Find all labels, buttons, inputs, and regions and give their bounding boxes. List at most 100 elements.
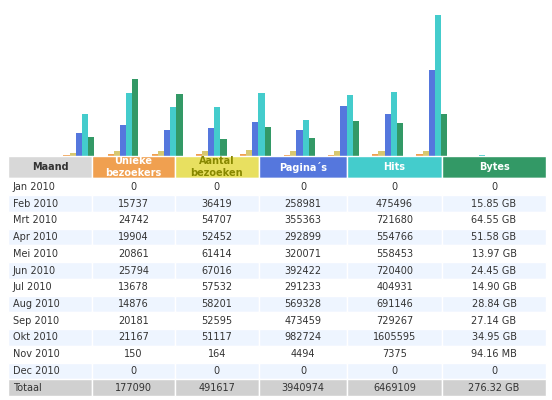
- Bar: [397, 123, 403, 156]
- Text: 491617: 491617: [198, 383, 235, 393]
- Bar: [8, 296, 92, 312]
- Text: Dec
2010: Dec 2010: [508, 177, 532, 199]
- Bar: [284, 155, 290, 156]
- Text: 57532: 57532: [201, 282, 232, 292]
- Bar: [258, 178, 347, 195]
- Bar: [258, 212, 347, 229]
- Bar: [175, 362, 258, 379]
- Bar: [88, 137, 94, 156]
- Bar: [258, 246, 347, 262]
- Text: 0: 0: [491, 366, 497, 376]
- Text: 61414: 61414: [201, 249, 232, 259]
- Bar: [258, 346, 347, 362]
- Text: Feb
2010: Feb 2010: [67, 177, 91, 199]
- Text: Bytes: Bytes: [479, 162, 509, 172]
- Bar: [442, 279, 546, 296]
- Bar: [258, 195, 347, 212]
- Bar: [347, 95, 353, 156]
- Bar: [258, 156, 347, 178]
- Bar: [347, 362, 442, 379]
- Bar: [92, 156, 175, 178]
- Bar: [92, 195, 175, 212]
- Text: 475496: 475496: [376, 198, 413, 208]
- Text: 0: 0: [130, 366, 136, 376]
- Text: 24742: 24742: [118, 215, 149, 225]
- Bar: [379, 151, 385, 156]
- Text: 569328: 569328: [284, 299, 321, 309]
- Bar: [175, 329, 258, 346]
- Bar: [114, 151, 120, 156]
- Text: 0: 0: [391, 182, 397, 192]
- Bar: [416, 154, 422, 156]
- Bar: [214, 107, 220, 156]
- Text: 721680: 721680: [376, 215, 413, 225]
- Bar: [258, 379, 347, 396]
- Bar: [258, 279, 347, 296]
- Bar: [372, 154, 379, 156]
- Bar: [92, 346, 175, 362]
- Bar: [442, 329, 546, 346]
- Bar: [92, 296, 175, 312]
- Bar: [92, 246, 175, 262]
- Bar: [175, 229, 258, 246]
- Bar: [158, 151, 164, 156]
- Text: Aug 2010: Aug 2010: [13, 299, 59, 309]
- Text: 24.45 GB: 24.45 GB: [471, 266, 517, 276]
- Bar: [8, 329, 92, 346]
- Text: 54707: 54707: [201, 215, 232, 225]
- Text: 554766: 554766: [376, 232, 413, 242]
- Bar: [175, 156, 258, 178]
- Bar: [175, 178, 258, 195]
- Bar: [252, 122, 258, 156]
- Text: 51.58 GB: 51.58 GB: [471, 232, 517, 242]
- Text: Aug
2010: Aug 2010: [331, 177, 356, 199]
- Text: 982724: 982724: [284, 332, 321, 342]
- Text: Jan 2010: Jan 2010: [13, 182, 55, 192]
- Bar: [258, 262, 347, 279]
- Text: 64.55 GB: 64.55 GB: [471, 215, 517, 225]
- Bar: [347, 329, 442, 346]
- Text: Jul
2010: Jul 2010: [287, 177, 312, 199]
- Text: Mrt 2010: Mrt 2010: [13, 215, 57, 225]
- Text: 558453: 558453: [376, 249, 413, 259]
- Text: 15.85 GB: 15.85 GB: [471, 198, 517, 208]
- Bar: [385, 114, 391, 156]
- Text: 34.95 GB: 34.95 GB: [471, 332, 517, 342]
- Bar: [240, 154, 246, 156]
- Bar: [76, 133, 82, 156]
- Bar: [442, 362, 546, 379]
- Text: Jun 2010: Jun 2010: [13, 266, 56, 276]
- Bar: [347, 229, 442, 246]
- Bar: [353, 121, 359, 156]
- Bar: [328, 154, 335, 156]
- Bar: [92, 279, 175, 296]
- Bar: [347, 156, 442, 178]
- Text: Nov 2010: Nov 2010: [13, 349, 59, 359]
- Text: 720400: 720400: [376, 266, 413, 276]
- Bar: [347, 262, 442, 279]
- Bar: [92, 362, 175, 379]
- Bar: [202, 150, 208, 156]
- Text: 0: 0: [491, 182, 497, 192]
- Text: 27.14 GB: 27.14 GB: [471, 316, 517, 326]
- Bar: [442, 262, 546, 279]
- Bar: [196, 154, 202, 156]
- Bar: [442, 195, 546, 212]
- Bar: [391, 92, 397, 156]
- Text: Jun
2010: Jun 2010: [243, 177, 268, 199]
- Bar: [258, 93, 264, 156]
- Text: 4494: 4494: [291, 349, 315, 359]
- Text: 164: 164: [208, 349, 226, 359]
- Text: 7375: 7375: [382, 349, 407, 359]
- Bar: [175, 312, 258, 329]
- Text: 320071: 320071: [284, 249, 321, 259]
- Bar: [8, 229, 92, 246]
- Bar: [442, 156, 546, 178]
- Bar: [132, 78, 139, 156]
- Bar: [347, 346, 442, 362]
- Text: 0: 0: [300, 182, 306, 192]
- Bar: [258, 296, 347, 312]
- Bar: [335, 151, 341, 156]
- Text: Totaal: Totaal: [13, 383, 41, 393]
- Bar: [208, 128, 214, 156]
